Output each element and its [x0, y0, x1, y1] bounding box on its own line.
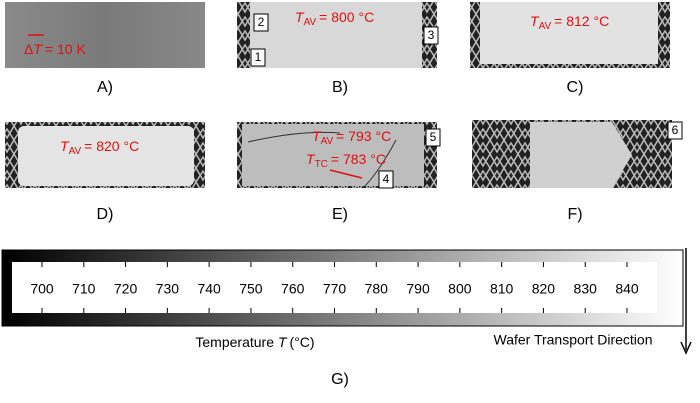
marker: 6 — [672, 123, 679, 137]
wafer — [18, 126, 194, 186]
wafer — [242, 124, 424, 186]
marker: 3 — [428, 28, 435, 42]
marker: 1 — [255, 50, 262, 64]
annotation: ΔT = 10 K — [24, 41, 86, 57]
figure-label: G) — [331, 371, 349, 388]
panel-label: B) — [332, 79, 348, 96]
tick-label: 810 — [490, 281, 514, 297]
annotation: TAV = 793 °C — [312, 128, 391, 147]
tick-label: 840 — [615, 281, 639, 297]
panel-label: E) — [332, 206, 348, 223]
tick-label: 760 — [281, 281, 305, 297]
tick-label: 730 — [156, 281, 180, 297]
marker: 4 — [383, 172, 390, 186]
tick-label: 800 — [448, 281, 472, 297]
tick-label: 830 — [574, 281, 598, 297]
tick-label: 790 — [406, 281, 430, 297]
tick-label: 700 — [30, 281, 54, 297]
panel-label: C) — [567, 79, 584, 96]
direction-label: Wafer Transport Direction — [494, 332, 653, 348]
tick-label: 780 — [365, 281, 389, 297]
annotation: TAV = 812 °C — [530, 13, 609, 32]
tick-label: 710 — [72, 281, 96, 297]
annotation: TAV = 820 °C — [60, 138, 139, 157]
marker: 5 — [430, 130, 437, 144]
annotation: TAV = 800 °C — [295, 9, 374, 28]
wafer — [530, 122, 632, 188]
tick-label: 750 — [239, 281, 263, 297]
tick-label: 740 — [197, 281, 221, 297]
tick-label: 770 — [323, 281, 347, 297]
panel-label: A) — [97, 79, 113, 96]
panel-label: D) — [97, 206, 114, 223]
axis-label: Temperature T (°C) — [195, 334, 314, 350]
marker: 2 — [258, 15, 265, 29]
tick-label: 820 — [532, 281, 556, 297]
panel-label: F) — [567, 206, 582, 223]
colorbar-inner — [12, 262, 657, 313]
wafer — [250, 2, 422, 68]
tick-label: 720 — [114, 281, 138, 297]
wafer — [480, 2, 658, 64]
annotation: TTC = 783 °C — [306, 151, 386, 170]
